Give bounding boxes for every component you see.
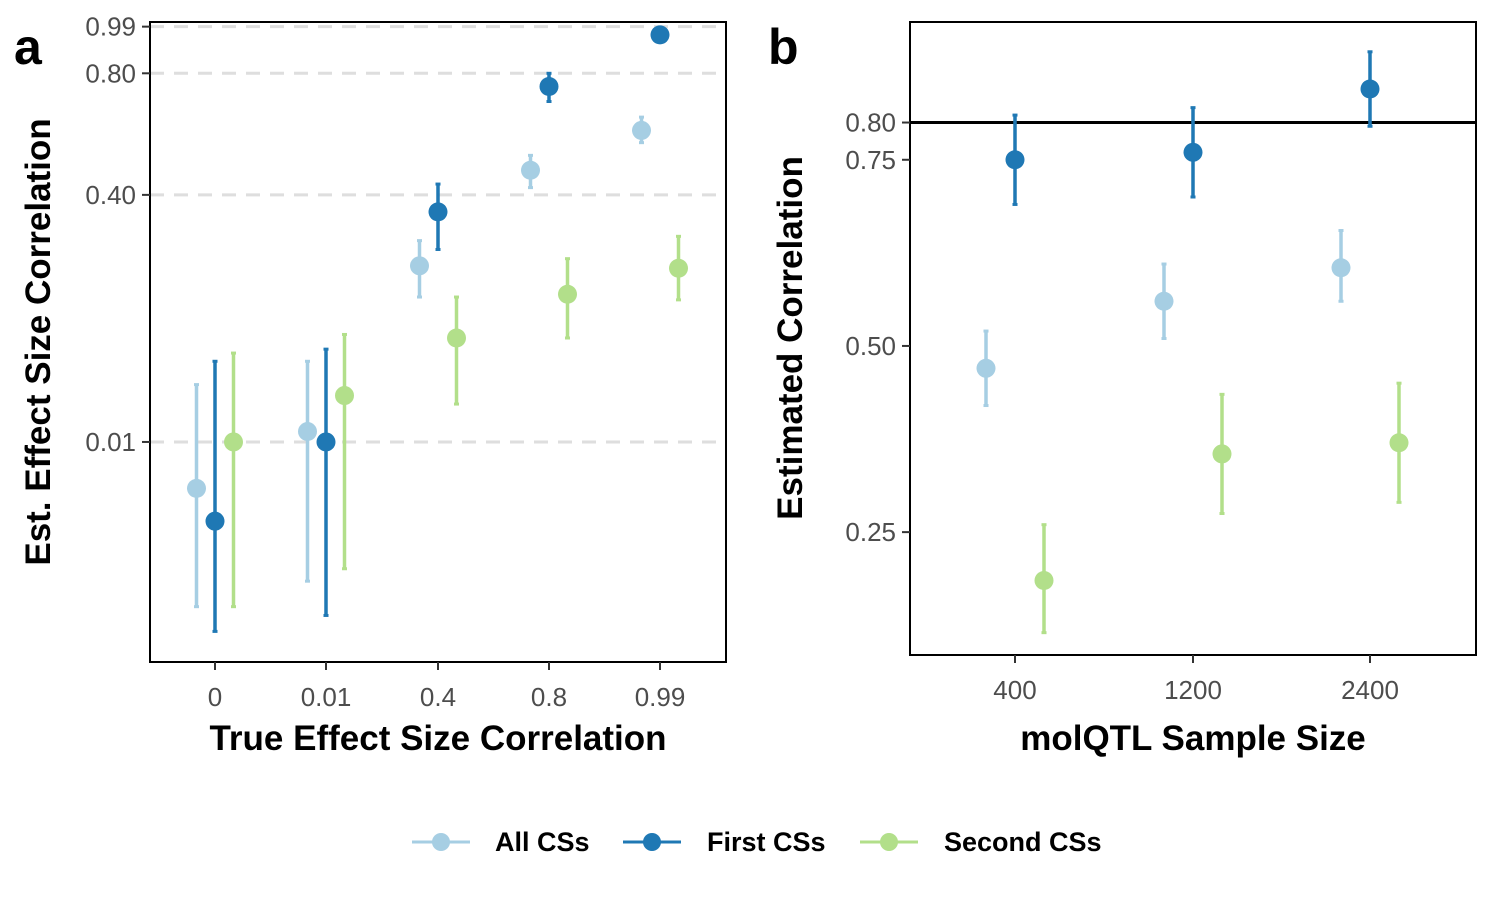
y-tick-label: 0.50 [845,331,896,361]
point-marker [428,202,448,222]
point-marker [521,160,540,180]
legend-label-first-css: First CSs [707,827,826,857]
panel-b: 0.25 0.50 0.75 0.80 400 1200 2400 b molQTL Sam… [768,19,1477,758]
panel-b-label: b [768,19,799,75]
point-marker [224,432,243,452]
legend-label-all-css: All CSs [495,827,590,857]
point-marker [447,328,466,348]
point-marker [298,422,317,442]
point-marker [1183,142,1203,162]
point-marker [650,25,670,45]
x-tick-label: 0 [208,682,222,712]
point-marker [539,76,559,96]
panel-b-y-axis-title: Estimated Correlation [771,156,810,520]
panel-b-x-axis-title: molQTL Sample Size [1020,719,1366,758]
data-point-first-css [1005,113,1025,206]
legend-marker-first-css [643,833,661,851]
point-marker [558,284,577,304]
panel-a-grid [150,25,726,444]
legend-item-all-css: All CSs [412,827,590,857]
point-marker [205,511,225,531]
data-point-first-css [428,182,448,251]
x-tick-label: 2400 [1341,675,1399,705]
y-tick-label: 0.80 [85,58,136,88]
point-marker [410,256,429,276]
panel-a-x-axis-title: True Effect Size Correlation [209,719,666,758]
data-point-first-css [650,25,670,45]
point-marker [335,386,354,406]
data-point-second-css [1034,523,1054,635]
point-marker [669,258,688,278]
panel-a-y-axis-title: Est. Effect Size Correlation [19,118,58,565]
point-marker [1360,79,1380,99]
y-tick-label: 0.25 [845,517,896,547]
data-point-second-css [335,332,354,571]
x-tick-label: 1200 [1164,675,1222,705]
x-tick-label: 0.4 [420,682,456,712]
point-marker [1212,444,1232,464]
panel-a: 0.01 0.40 0.80 0.99 0 0.01 0.4 0.8 0.99 a True E… [14,12,727,758]
data-point-second-css [1212,392,1232,516]
data-point-first-css [1183,106,1203,199]
y-tick-label: 0.40 [85,180,136,210]
data-point-second-css [224,351,243,609]
point-marker [1034,571,1054,591]
panel-a-points [187,25,688,633]
x-tick-label: 0.01 [301,682,352,712]
data-point-all-css [976,329,996,408]
data-point-all-css [521,153,540,190]
data-point-second-css [669,234,688,302]
legend-item-first-css: First CSs [623,827,826,857]
point-marker [632,120,651,140]
data-point-first-css [205,359,225,633]
point-marker [1389,433,1409,453]
data-point-all-css [632,115,651,145]
legend-marker-all-css [432,833,450,851]
data-point-first-css [316,347,336,617]
data-point-first-css [539,71,559,104]
data-point-all-css [1154,262,1174,340]
y-tick-label: 0.99 [85,12,136,42]
data-point-second-css [558,257,577,340]
legend: All CSs First CSs Second CSs [412,827,1102,857]
data-point-second-css [1389,381,1409,504]
y-tick-label: 0.01 [85,427,136,457]
data-point-all-css [1331,229,1351,303]
panel-a-ticks: 0.01 0.40 0.80 0.99 0 0.01 0.4 0.8 0.99 [85,12,685,712]
legend-marker-second-css [880,833,898,851]
data-point-second-css [447,295,466,406]
panel-a-label: a [14,19,43,75]
legend-label-second-css: Second CSs [944,827,1102,857]
panel-b-points [976,50,1409,635]
legend-item-second-css: Second CSs [860,827,1102,857]
panel-b-ticks: 0.25 0.50 0.75 0.80 400 1200 2400 [845,108,1399,705]
y-tick-label: 0.75 [845,145,896,175]
x-tick-label: 0.8 [531,682,567,712]
y-tick-label: 0.80 [845,108,896,138]
data-point-all-css [410,239,429,299]
data-point-all-css [187,383,206,609]
point-marker [1005,150,1025,170]
point-marker [187,478,206,498]
data-point-all-css [298,359,317,583]
x-tick-label: 0.99 [635,682,686,712]
point-marker [316,432,336,452]
point-marker [1331,258,1351,278]
point-marker [1154,291,1174,311]
x-tick-label: 400 [993,675,1036,705]
point-marker [976,358,996,378]
data-point-first-css [1360,50,1380,128]
